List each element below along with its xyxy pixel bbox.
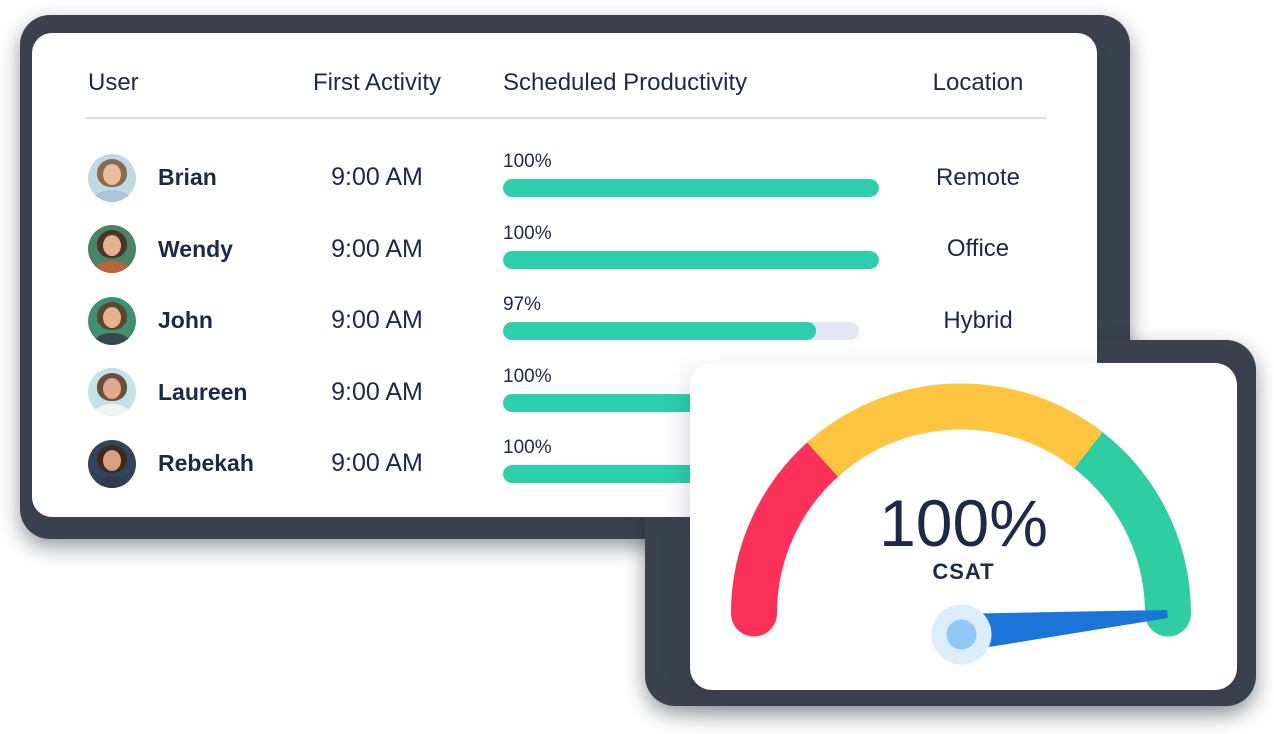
first-activity-time: 9:00 AM: [331, 234, 423, 263]
avatar: [88, 368, 136, 417]
column-header-user: User: [88, 69, 139, 96]
productivity-value-label: 97%: [503, 294, 542, 316]
gauge-segment-yellow: [807, 383, 1103, 478]
gauge-value: 100%: [879, 486, 1048, 560]
productivity-bar-fill: [503, 179, 879, 198]
productivity-cell: 97%: [456, 294, 886, 341]
avatar: [88, 225, 136, 274]
user-cell: Brian: [88, 153, 298, 202]
productivity-value-label: 100%: [503, 222, 552, 244]
gauge-segment-red: [731, 432, 851, 637]
user-cell: John: [88, 296, 298, 345]
user-name: Laureen: [158, 378, 248, 405]
user-name: Brian: [158, 164, 217, 191]
table-row: Brian 9:00 AM 100% Remote: [32, 142, 1097, 214]
first-activity-time: 9:00 AM: [331, 306, 423, 335]
first-activity-time: 9:00 AM: [331, 163, 423, 192]
user-cell: Wendy: [88, 225, 298, 274]
avatar-shirt: [94, 189, 130, 202]
gauge-caption: CSAT: [932, 559, 995, 584]
avatar-shirt: [94, 475, 130, 488]
avatar-face: [103, 163, 121, 185]
user-cell: Rebekah: [88, 439, 298, 488]
location-value: Hybrid: [943, 306, 1013, 334]
table-header-row: User First Activity Scheduled Productivi…: [32, 33, 1097, 97]
csat-gauge-card: 100% CSAT: [690, 363, 1237, 690]
productivity-cell: 100%: [456, 151, 886, 198]
gauge-hub-inner: [946, 619, 977, 650]
productivity-value-label: 100%: [503, 151, 552, 173]
column-header-first-activity: First Activity: [312, 69, 441, 96]
location-value: Office: [946, 235, 1010, 263]
avatar: [88, 153, 136, 202]
user-name: John: [158, 307, 213, 334]
avatar-shirt: [94, 261, 130, 274]
table-body: Brian 9:00 AM 100% Remote Wendy 9:00 AM: [32, 142, 1097, 500]
avatar-face: [103, 235, 121, 257]
column-header-location: Location: [932, 69, 1024, 96]
productivity-bar-fill: [503, 250, 879, 269]
avatar-shirt: [94, 404, 130, 417]
avatar: [88, 439, 136, 488]
first-activity-time: 9:00 AM: [331, 377, 423, 406]
productivity-bar-track: [503, 250, 879, 269]
avatar-face: [103, 449, 121, 471]
productivity-value-label: 100%: [503, 437, 552, 459]
table-row: John 9:00 AM 97% Hybrid: [32, 285, 1097, 357]
column-header-scheduled-productivity: Scheduled Productivity: [503, 69, 748, 96]
avatar-shirt: [94, 332, 130, 345]
location-value: Remote: [935, 163, 1021, 191]
productivity-bar-fill: [503, 322, 816, 341]
avatar: [88, 296, 136, 345]
gauge-needle: [952, 610, 1168, 653]
user-cell: Laureen: [88, 368, 298, 417]
csat-gauge: [731, 383, 1191, 665]
productivity-value-label: 100%: [503, 365, 552, 387]
user-name: Rebekah: [158, 450, 254, 477]
productivity-bar-track: [503, 179, 879, 198]
header-divider: [85, 117, 1047, 119]
user-name: Wendy: [158, 235, 233, 262]
productivity-cell: 100%: [456, 224, 886, 269]
table-row: Wendy 9:00 AM 100% Office: [32, 214, 1097, 286]
avatar-face: [103, 306, 121, 328]
avatar-face: [103, 378, 121, 400]
productivity-bar-track: [503, 322, 859, 341]
gauge-segment-green: [1056, 420, 1191, 637]
first-activity-time: 9:00 AM: [331, 449, 423, 478]
